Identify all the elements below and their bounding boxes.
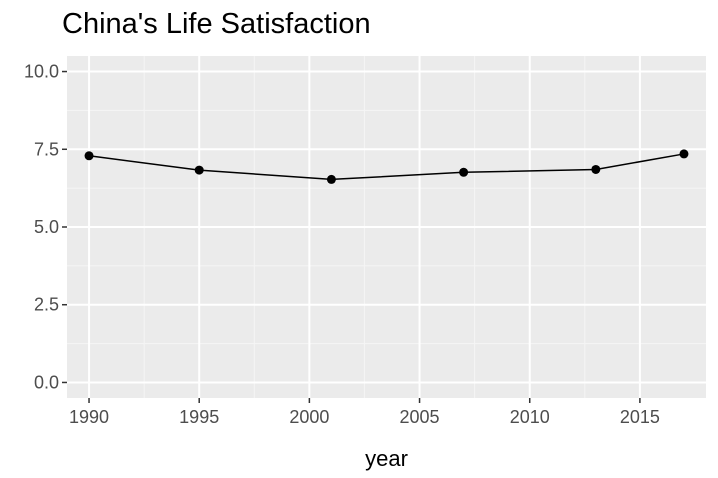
minor-gridlines (67, 56, 706, 398)
x-tick-label: 2000 (289, 407, 329, 427)
x-tick-label: 2005 (400, 407, 440, 427)
series-line (88, 153, 685, 181)
y-tick-label: 2.5 (34, 295, 59, 315)
major-gridlines (67, 56, 706, 398)
data-point (194, 165, 204, 175)
axis-tick-marks (62, 70, 641, 403)
tick-labels: 1990 1995 2000 2005 2010 2015 0.0 2.5 5.0 7.5 10.0 (24, 62, 660, 427)
data-point (84, 151, 94, 161)
x-tick-label: 1990 (69, 407, 109, 427)
y-tick-label: 5.0 (34, 217, 59, 237)
chart-title: China's Life Satisfaction (62, 8, 371, 40)
data-point (326, 174, 336, 184)
data-point (591, 164, 601, 174)
y-tick-label: 0.0 (34, 372, 59, 392)
x-tick-label: 2015 (620, 407, 660, 427)
y-tick-label: 7.5 (34, 139, 59, 159)
y-tick-label: 10.0 (24, 62, 59, 82)
series-layer (84, 149, 689, 184)
data-point (459, 167, 469, 177)
x-tick-label: 1995 (179, 407, 219, 427)
x-tick-label: 2010 (510, 407, 550, 427)
data-point (679, 149, 689, 159)
x-axis-title: year (365, 446, 408, 471)
